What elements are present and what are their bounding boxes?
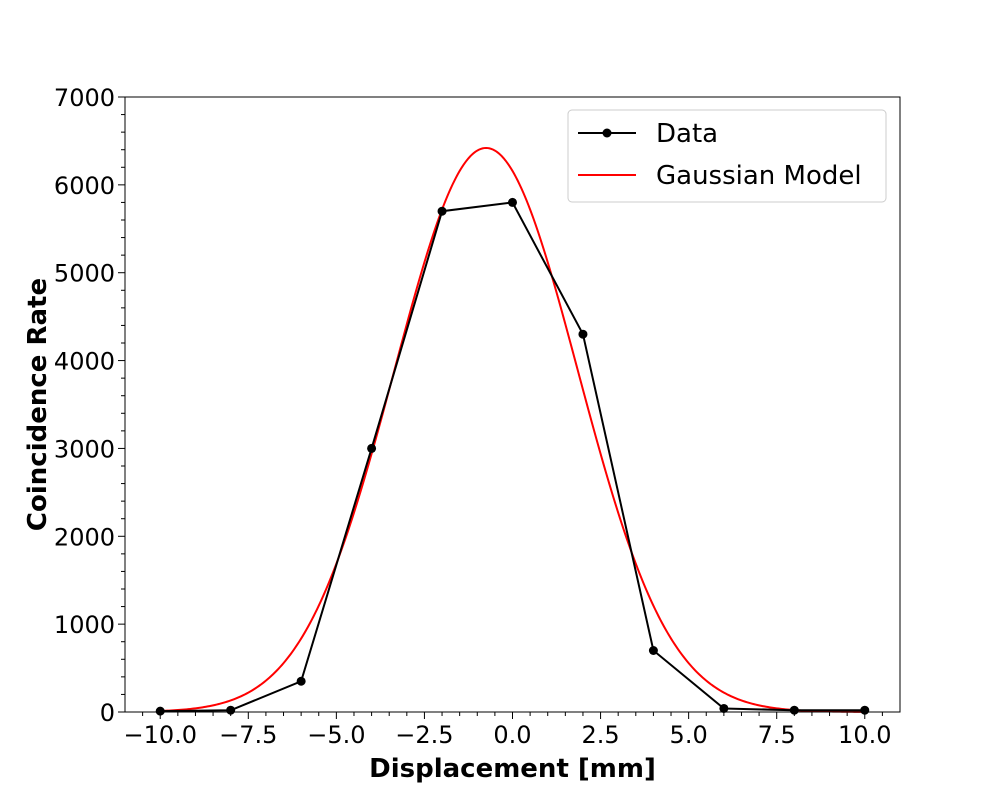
y-tick-label: 1000 [54,611,115,639]
x-tick-label: 2.5 [581,721,619,749]
data-point [508,197,517,207]
y-tick-label: 5000 [54,260,115,288]
y-tick-label: 4000 [54,348,115,376]
plot-area [155,146,870,716]
x-tick-label: −5.0 [307,721,365,749]
series-data-line [160,201,865,713]
x-tick-label: −2.5 [395,721,453,749]
data-point [437,206,447,216]
minor-ticks [121,114,883,716]
data-point [296,676,306,686]
y-tick-label: 0 [100,699,115,727]
x-axis-ticks: −10.0 −7.5 −5.0 −2.5 0.0 2.5 5.0 7.5 10.0 [123,712,891,749]
legend-data-marker [602,128,612,138]
y-tick-label: 2000 [54,523,115,551]
x-tick-label: −7.5 [219,721,277,749]
x-tick-label: 10.0 [838,721,891,749]
y-axis-label: Coincidence Rate [23,278,53,531]
data-point [648,646,658,655]
y-tick-label: 7000 [54,84,115,112]
y-tick-label: 3000 [54,435,115,463]
y-tick-label: 6000 [54,172,115,200]
x-tick-label: 0.0 [493,721,531,749]
y-axis-ticks: 0 1000 2000 3000 4000 5000 6000 7000 [54,84,125,727]
legend-model-label: Gaussian Model [656,161,862,191]
data-point [789,705,799,715]
series-gaussian-model-line [160,146,865,713]
data-point [578,329,588,339]
legend-box [567,109,887,203]
plot-frame [124,96,901,713]
data-point [226,705,236,715]
legend: Data Gaussian Model [567,109,887,203]
x-axis-label: Displacement [mm] [369,754,656,784]
x-tick-label: 5.0 [670,721,708,749]
data-point [719,703,729,713]
x-tick-label: −10.0 [123,721,197,749]
data-point [367,443,377,453]
data-point [155,706,165,716]
legend-data-label: Data [656,119,718,149]
x-tick-label: 7.5 [758,721,796,749]
data-point [860,705,870,715]
